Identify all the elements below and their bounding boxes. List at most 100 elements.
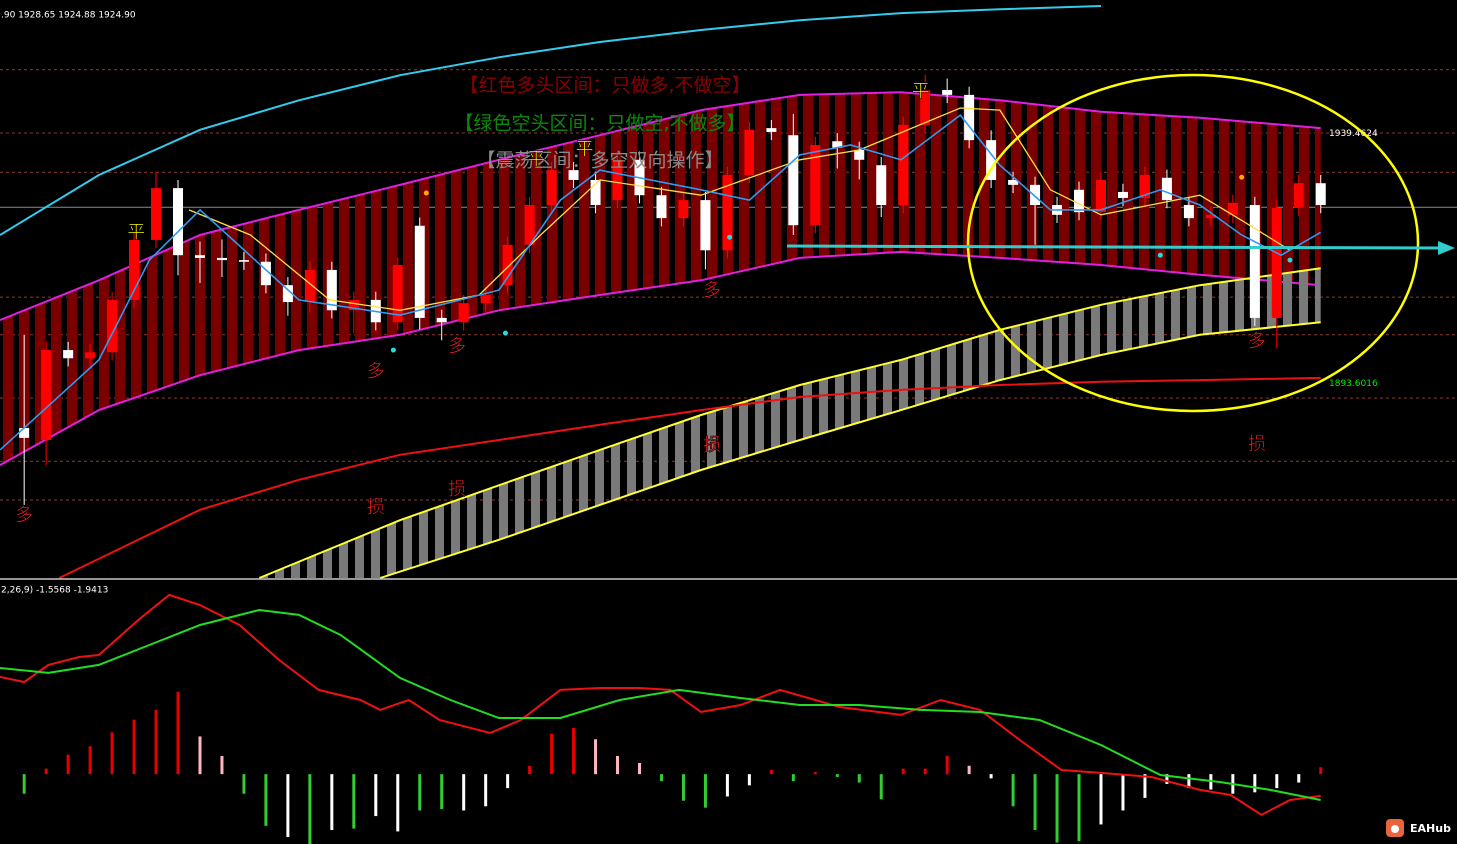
- candle-body: [63, 350, 74, 359]
- candle-body: [546, 170, 557, 206]
- histogram-bar: [1011, 774, 1015, 807]
- signal-label: 损: [703, 435, 721, 456]
- candle-body: [458, 303, 469, 323]
- histogram-bar: [418, 774, 422, 811]
- candle-body: [1271, 207, 1282, 318]
- histogram-bar: [1143, 774, 1147, 798]
- candle-body: [898, 124, 909, 206]
- candle-body: [1249, 205, 1260, 318]
- histogram-bar: [967, 765, 971, 775]
- histogram-bar: [330, 774, 334, 831]
- candle-body: [238, 260, 249, 262]
- signal-dot: [1287, 257, 1293, 263]
- price-label: 1893.6016: [1329, 379, 1378, 389]
- histogram-bar: [835, 774, 839, 777]
- histogram-bar: [703, 774, 707, 808]
- candle-body: [1293, 183, 1304, 208]
- band-line: [379, 321, 1321, 579]
- candle-body: [986, 140, 997, 180]
- histogram-bar: [484, 774, 488, 807]
- macd-panel: [0, 593, 1323, 844]
- indicator-line: [0, 113, 1322, 451]
- signal-label: 平: [576, 139, 594, 160]
- candle-body: [19, 428, 30, 438]
- macd-title: 2,26,9) -1.5568 -1.9413: [1, 586, 108, 596]
- histogram-bar: [945, 756, 949, 775]
- candle-body: [568, 170, 579, 180]
- candle-body: [744, 129, 755, 176]
- legend-note: 【绿色空头区间：只做空,不做多】: [454, 113, 745, 135]
- histogram-bar: [1275, 774, 1279, 789]
- indicator-line: [0, 5, 1102, 236]
- price-panel: 1939.4624 1893.6016: [0, 5, 1457, 579]
- candle-body: [964, 94, 975, 141]
- logo-text: EAHub: [1410, 822, 1451, 835]
- legend-note: 【震荡区间：多空双向操作】: [476, 150, 723, 172]
- signal-dot: [727, 234, 733, 240]
- price-header: .90 1928.65 1924.88 1924.90: [1, 11, 136, 21]
- histogram-bar: [396, 774, 400, 832]
- candle-body: [1315, 183, 1326, 206]
- candle-body: [392, 265, 403, 323]
- band-fill: [259, 268, 1321, 578]
- histogram-bar: [528, 765, 532, 775]
- histogram-bar: [1099, 774, 1103, 825]
- candle-body: [173, 188, 184, 256]
- histogram-bar: [154, 709, 158, 775]
- histogram-bar: [572, 728, 576, 775]
- histogram-bar: [44, 768, 48, 775]
- signal-label: 损: [448, 479, 466, 500]
- histogram-bar: [659, 774, 663, 782]
- histogram-bar: [681, 774, 685, 801]
- candle-body: [502, 244, 513, 286]
- candle-body: [216, 257, 227, 261]
- candle-body: [85, 352, 96, 359]
- histogram-bar: [637, 762, 641, 775]
- candle-body: [282, 285, 293, 303]
- candle-body: [1161, 177, 1172, 201]
- candle-body: [480, 294, 491, 304]
- band-line: [0, 250, 1321, 466]
- histogram-bar: [198, 736, 202, 775]
- histogram-bar: [176, 691, 180, 775]
- candle-body: [788, 135, 799, 226]
- histogram-bar: [132, 719, 136, 775]
- arrow-head: [1438, 241, 1455, 255]
- signal-label: 平: [912, 81, 930, 102]
- candle-body: [304, 269, 315, 303]
- histogram-bar: [989, 774, 993, 779]
- band-line: [258, 267, 1321, 579]
- candle-body: [1030, 184, 1041, 206]
- histogram-bar: [857, 774, 861, 783]
- histogram-bar: [747, 774, 751, 786]
- histogram-bar: [506, 774, 510, 789]
- histogram-bar: [594, 739, 598, 775]
- histogram-bar: [769, 769, 773, 775]
- histogram-bar: [352, 774, 356, 829]
- candle-body: [348, 299, 359, 311]
- histogram-bar: [88, 746, 92, 775]
- signal-label: 损: [367, 497, 385, 518]
- candle-body: [678, 200, 689, 219]
- signal-label: 损: [1248, 434, 1266, 455]
- histogram-bar: [1187, 774, 1191, 789]
- signal-label: 多: [1248, 331, 1266, 352]
- candle-body: [700, 200, 711, 251]
- histogram-bar: [308, 774, 312, 844]
- highlight-ellipse: [966, 73, 1420, 413]
- candle-body: [260, 261, 271, 286]
- histogram-bar: [220, 756, 224, 775]
- candle-body: [151, 188, 162, 240]
- histogram-bar: [1121, 774, 1125, 811]
- signal-label: 多: [448, 336, 466, 357]
- candle-body: [876, 165, 887, 206]
- candle-body: [107, 299, 118, 353]
- candle-body: [1183, 205, 1194, 219]
- candle-body: [1074, 189, 1085, 213]
- legend-note: 【红色多头区间：只做多,不做空】: [459, 75, 750, 97]
- histogram-bar: [440, 774, 444, 810]
- histogram-bar: [725, 774, 729, 797]
- histogram-bar: [66, 754, 70, 775]
- signal-label: 平: [127, 222, 145, 243]
